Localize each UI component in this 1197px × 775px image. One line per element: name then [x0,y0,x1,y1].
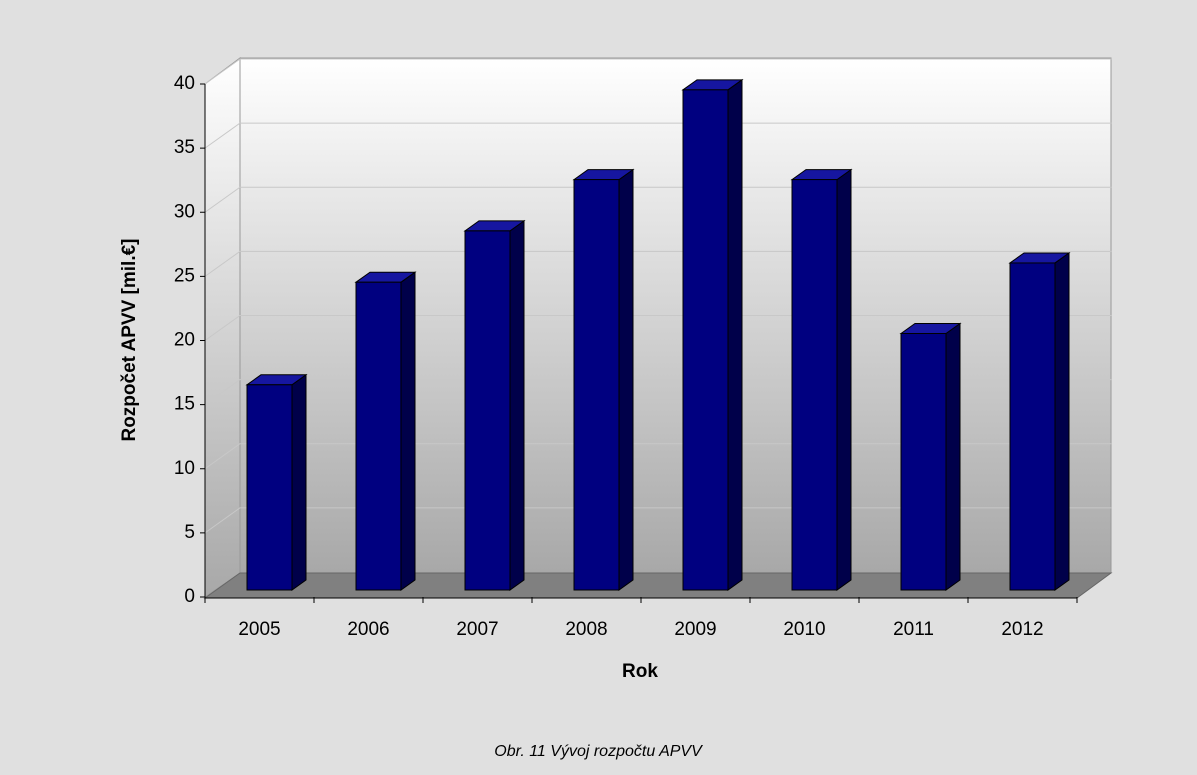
y-tick-label: 30 [174,201,195,222]
bar-side [618,168,634,591]
x-tick-label: 2005 [238,619,280,640]
x-tick-label: 2008 [565,619,607,640]
bar [900,333,947,591]
y-tick-label: 25 [174,265,195,286]
y-tick-label: 5 [184,522,195,543]
y-tick-label: 40 [174,73,195,94]
x-tick-label: 2006 [347,619,389,640]
bar [464,230,511,591]
x-tick-label: 2009 [674,619,716,640]
bar-side [1054,251,1070,591]
bar [246,384,293,591]
bar [573,179,620,591]
grid-line [204,58,1112,85]
bar [355,281,402,591]
y-tick-label: 15 [174,394,195,415]
y-tick-label: 20 [174,330,195,351]
grid-line [204,122,1112,149]
x-tick-label: 2007 [456,619,498,640]
y-tick-label: 0 [184,586,195,607]
y-axis-title: Rozpočet APVV [mil.€] [119,238,140,441]
bar [682,89,729,591]
caption: Obr. 11 Vývoj rozpočtu APVV [494,743,703,760]
x-axis-title: Rok [622,661,658,682]
bar-side [291,373,307,591]
y-tick-label: 10 [174,458,195,479]
bar-side [945,322,961,591]
bar [791,179,838,591]
bar-side [727,78,743,591]
bar-side [400,271,416,591]
bar-side [509,219,525,591]
y-tick-label: 35 [174,137,195,158]
x-tick-label: 2012 [1001,619,1043,640]
floor [203,572,1113,599]
bar-side [836,168,852,591]
bar [1009,262,1056,591]
x-tick-label: 2011 [893,619,934,640]
x-tick-label: 2010 [783,619,825,640]
